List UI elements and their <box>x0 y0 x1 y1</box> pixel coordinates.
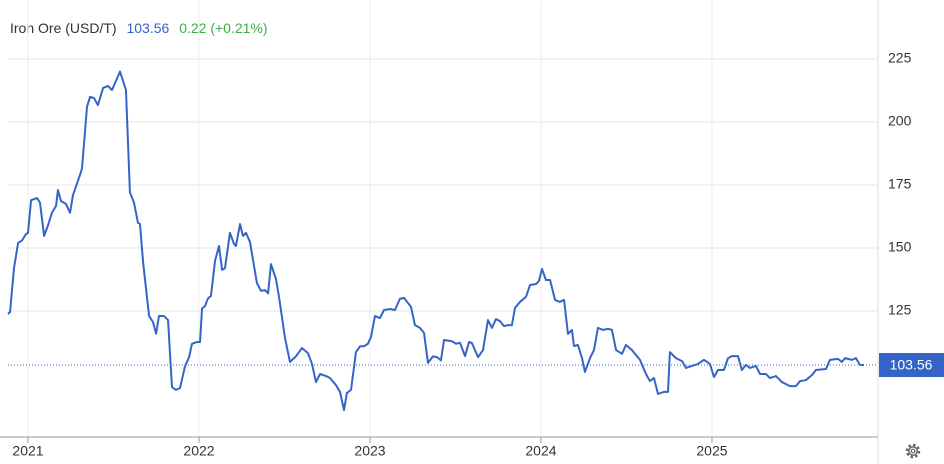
x-tick-label: 2025 <box>696 443 727 459</box>
y-tick-label: 175 <box>888 176 912 192</box>
y-tick-label: 225 <box>888 50 912 66</box>
y-tick-label: 125 <box>888 302 912 318</box>
y-tick-label: 150 <box>888 239 912 255</box>
grid <box>8 0 878 437</box>
settings-icon[interactable] <box>905 443 921 459</box>
header: Iron Ore (USD/T) 103.56 0.22 (+0.21%) <box>10 20 268 36</box>
change: 0.22 (+0.21%) <box>179 20 267 36</box>
last-price-label: 103.56 <box>890 357 933 373</box>
price-line <box>7 70 865 412</box>
y-tick-label: 200 <box>888 113 912 129</box>
x-tick-label: 2024 <box>525 443 556 459</box>
x-tick-label: 2023 <box>354 443 385 459</box>
chart-title: Iron Ore (USD/T) <box>10 20 117 36</box>
price: 103.56 <box>126 20 169 36</box>
x-tick-label: 2022 <box>183 443 214 459</box>
last-price-box <box>879 353 944 378</box>
x-tick-label: 2021 <box>12 443 43 459</box>
